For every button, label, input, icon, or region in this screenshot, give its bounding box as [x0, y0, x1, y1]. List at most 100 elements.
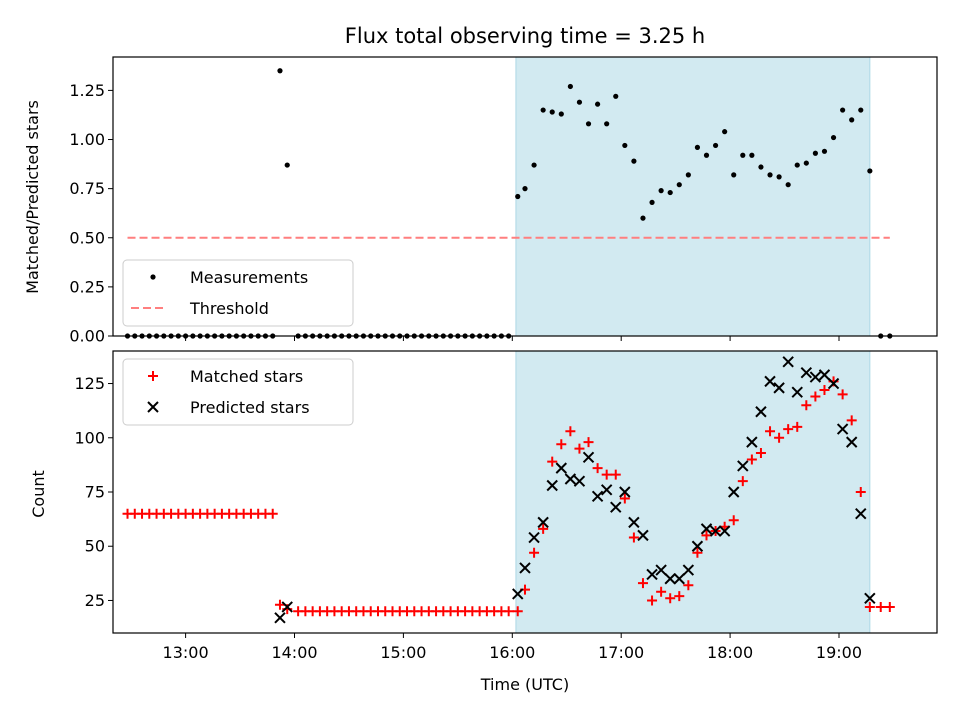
data-point: [849, 117, 855, 123]
ratio-y-label: Matched/Predicted stars: [23, 100, 42, 294]
x-tick-label: 15:00: [380, 643, 426, 662]
data-point: [564, 473, 577, 485]
data-point: [827, 377, 840, 390]
data-point: [549, 109, 555, 115]
data-point: [277, 68, 283, 74]
data-point: [604, 121, 610, 127]
data-point: [619, 486, 631, 498]
data-point: [674, 591, 685, 602]
legend-box: [122, 259, 354, 327]
y-tick-label: 1.00: [69, 130, 105, 149]
data-point: [637, 578, 648, 589]
data-point: [691, 540, 704, 552]
data-point: [737, 476, 748, 487]
data-point: [810, 391, 821, 402]
data-point: [700, 523, 713, 535]
data-point: [718, 525, 731, 537]
data-point: [809, 371, 822, 383]
data-point: [837, 389, 848, 400]
count-legend: Matched stars Predicted stars: [122, 358, 354, 426]
count-y-label: Count: [29, 470, 48, 518]
count-panel: 25 50 75 100 125 13:00 14:00 15:00 16:00 17:00 18…: [29, 350, 938, 694]
y-tick-label: 50: [85, 537, 105, 556]
data-point: [646, 568, 658, 581]
data-point: [582, 451, 595, 463]
data-point: [783, 424, 794, 435]
data-point: [858, 107, 864, 113]
data-point: [600, 484, 613, 496]
data-point: [709, 525, 722, 537]
y-tick-label: 0.25: [69, 277, 105, 296]
data-point: [845, 436, 858, 448]
data-point: [819, 385, 830, 396]
data-point: [773, 382, 785, 394]
data-point: [794, 162, 800, 168]
legend-marker: [147, 401, 159, 413]
data-point: [864, 601, 875, 612]
data-point: [284, 162, 290, 168]
x-tick-label: 13:00: [163, 643, 209, 662]
data-point: [529, 547, 540, 558]
data-point: [628, 532, 639, 543]
data-point: [749, 152, 755, 158]
data-point: [836, 423, 849, 435]
data-point: [555, 462, 568, 474]
data-point: [692, 547, 703, 558]
data-point: [631, 158, 637, 164]
data-point: [658, 188, 664, 194]
data-point: [737, 460, 749, 472]
ratio-x-ticks: [185, 336, 840, 341]
data-point: [515, 193, 521, 200]
data-point: [667, 189, 673, 196]
data-point: [764, 375, 776, 388]
ratio-plot-area: [124, 68, 893, 339]
data-point: [676, 182, 682, 188]
data-point: [818, 369, 831, 381]
data-point: [528, 531, 540, 544]
data-point: [591, 490, 604, 503]
data-point: [791, 386, 803, 398]
data-point: [803, 160, 809, 166]
y-tick-label: 75: [85, 483, 105, 502]
data-point: [683, 580, 694, 591]
data-point: [519, 562, 531, 574]
data-point: [567, 83, 573, 90]
data-point: [655, 564, 667, 576]
data-point: [281, 601, 293, 613]
data-point: [649, 199, 655, 205]
data-point: [512, 606, 523, 617]
x-tick-label: 17:00: [598, 643, 644, 662]
data-point: [576, 99, 583, 105]
count-plot-area: [122, 356, 895, 624]
data-point: [531, 162, 537, 168]
data-point: [746, 436, 758, 448]
data-point: [610, 469, 621, 480]
data-point: [594, 101, 601, 107]
data-point: [758, 164, 764, 170]
data-point: [637, 529, 649, 542]
data-point: [583, 437, 594, 448]
data-point: [755, 406, 767, 418]
data-point: [613, 93, 619, 99]
data-point: [755, 447, 766, 458]
data-point: [767, 172, 773, 178]
data-point: [864, 592, 876, 604]
ratio-legend: Measurements Threshold: [122, 259, 354, 327]
data-point: [565, 426, 576, 437]
data-point: [558, 111, 564, 117]
data-point: [701, 530, 712, 541]
observing-window-shade-bottom: [515, 350, 871, 634]
x-axis-label: Time (UTC): [480, 675, 569, 694]
y-tick-label: 0.75: [69, 179, 105, 198]
chart-title: Flux total observing time = 3.25 h: [345, 24, 705, 48]
data-point: [685, 172, 691, 178]
data-point: [673, 573, 685, 585]
count-y-axis: 25 50 75 100 125: [74, 374, 113, 610]
data-point: [765, 426, 776, 437]
data-point: [776, 174, 782, 180]
data-point: [656, 586, 667, 597]
data-point: [830, 134, 837, 141]
y-tick-label: 1.25: [69, 81, 105, 100]
data-point: [537, 516, 549, 529]
